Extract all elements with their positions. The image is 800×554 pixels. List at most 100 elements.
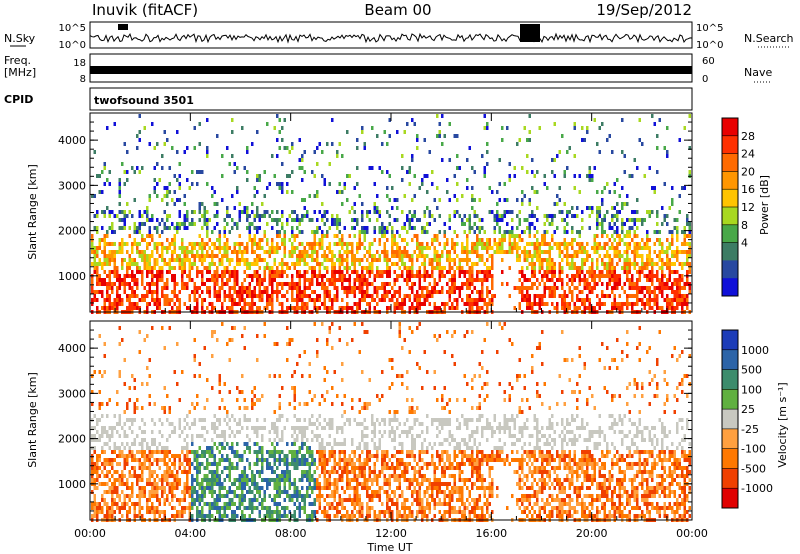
heatmap-cell bbox=[203, 454, 206, 458]
heatmap-cell bbox=[596, 226, 599, 230]
heatmap-cell bbox=[601, 274, 604, 278]
heatmap-cell bbox=[306, 262, 309, 266]
heatmap-cell bbox=[453, 250, 456, 254]
heatmap-cell bbox=[661, 266, 664, 270]
heatmap-cell bbox=[296, 302, 299, 306]
heatmap-cell bbox=[483, 242, 486, 246]
heatmap-cell bbox=[378, 254, 381, 258]
heatmap-cell bbox=[646, 234, 649, 238]
heatmap-cell bbox=[446, 302, 449, 306]
heatmap-cell bbox=[258, 450, 261, 454]
heatmap-cell bbox=[416, 238, 419, 242]
heatmap-cell bbox=[123, 502, 126, 506]
heatmap-cell bbox=[398, 246, 401, 250]
heatmap-cell bbox=[658, 258, 661, 262]
heatmap-cell bbox=[451, 290, 454, 294]
heatmap-cell bbox=[133, 198, 136, 202]
heatmap-cell bbox=[393, 242, 396, 246]
heatmap-cell bbox=[683, 262, 686, 266]
heatmap-cell bbox=[261, 278, 264, 282]
heatmap-cell bbox=[183, 302, 186, 306]
heatmap-cell bbox=[218, 490, 221, 494]
heatmap-cell bbox=[106, 490, 109, 494]
heatmap-cell bbox=[523, 274, 526, 278]
heatmap-cell bbox=[616, 286, 619, 290]
heatmap-cell bbox=[448, 294, 451, 298]
heatmap-cell bbox=[596, 302, 599, 306]
heatmap-cell bbox=[438, 278, 441, 282]
heatmap-cell bbox=[176, 474, 179, 478]
heatmap-cell bbox=[416, 134, 419, 138]
heatmap-cell bbox=[668, 286, 671, 290]
heatmap-cell bbox=[636, 270, 639, 274]
heatmap-cell bbox=[426, 242, 429, 246]
heatmap-cell bbox=[628, 226, 631, 230]
heatmap-cell bbox=[548, 270, 551, 274]
heatmap-cell bbox=[103, 306, 106, 310]
heatmap-cell bbox=[178, 502, 181, 506]
heatmap-cell bbox=[156, 490, 159, 494]
heatmap-cell bbox=[266, 478, 269, 482]
heatmap-cell bbox=[233, 242, 236, 246]
heatmap-cell bbox=[618, 254, 621, 258]
heatmap-cell bbox=[276, 274, 279, 278]
heatmap-cell bbox=[518, 270, 521, 274]
heatmap-cell bbox=[478, 278, 481, 282]
heatmap-cell bbox=[673, 278, 676, 282]
heatmap-cell bbox=[196, 514, 199, 518]
heatmap-cell bbox=[311, 282, 314, 286]
heatmap-cell bbox=[521, 198, 524, 202]
heatmap-cell bbox=[136, 482, 139, 486]
heatmap-cell bbox=[666, 258, 669, 262]
heatmap-cell bbox=[271, 450, 274, 454]
heatmap-cell bbox=[401, 154, 404, 158]
heatmap-cell bbox=[218, 378, 221, 382]
heatmap-cell bbox=[196, 506, 199, 510]
heatmap-cell bbox=[456, 286, 459, 290]
heatmap-cell bbox=[476, 306, 479, 310]
heatmap-cell bbox=[208, 450, 211, 454]
heatmap-cell bbox=[411, 266, 414, 270]
heatmap-cell bbox=[418, 286, 421, 290]
heatmap-cell bbox=[173, 458, 176, 462]
heatmap-cell bbox=[483, 274, 486, 278]
heatmap-cell bbox=[663, 182, 666, 186]
heatmap-cell bbox=[303, 258, 306, 262]
heatmap-cell bbox=[656, 134, 659, 138]
heatmap-cell bbox=[113, 458, 116, 462]
heatmap-cell bbox=[538, 250, 541, 254]
heatmap-cell bbox=[136, 278, 139, 282]
heatmap-cell bbox=[116, 290, 119, 294]
heatmap-cell bbox=[278, 186, 281, 190]
heatmap-cell bbox=[253, 242, 256, 246]
heatmap-cell bbox=[201, 490, 204, 494]
heatmap-cell bbox=[618, 250, 621, 254]
heatmap-cell bbox=[146, 334, 149, 338]
heatmap-cell bbox=[123, 274, 126, 278]
heatmap-cell bbox=[243, 514, 246, 518]
heatmap-cell bbox=[293, 306, 296, 310]
heatmap-cell bbox=[401, 250, 404, 254]
heatmap-cell bbox=[296, 274, 299, 278]
heatmap-cell bbox=[261, 214, 264, 218]
heatmap-cell bbox=[208, 462, 211, 466]
heatmap-cell bbox=[131, 418, 134, 422]
heatmap-cell bbox=[506, 222, 509, 226]
heatmap-cell bbox=[366, 302, 369, 306]
heatmap-cell bbox=[578, 298, 581, 302]
heatmap-cell bbox=[581, 270, 584, 274]
heatmap-cell bbox=[571, 226, 574, 230]
heatmap-cell bbox=[113, 274, 116, 278]
heatmap-cell bbox=[456, 242, 459, 246]
heatmap-cell bbox=[271, 282, 274, 286]
heatmap-cell bbox=[146, 294, 149, 298]
heatmap-cell bbox=[98, 190, 101, 194]
heatmap-cell bbox=[631, 226, 634, 230]
heatmap-cell bbox=[168, 466, 171, 470]
heatmap-cell bbox=[178, 266, 181, 270]
heatmap-cell bbox=[508, 178, 511, 182]
heatmap-cell bbox=[331, 278, 334, 282]
heatmap-cell bbox=[288, 238, 291, 242]
heatmap-cell bbox=[111, 222, 114, 226]
heatmap-cell bbox=[353, 202, 356, 206]
